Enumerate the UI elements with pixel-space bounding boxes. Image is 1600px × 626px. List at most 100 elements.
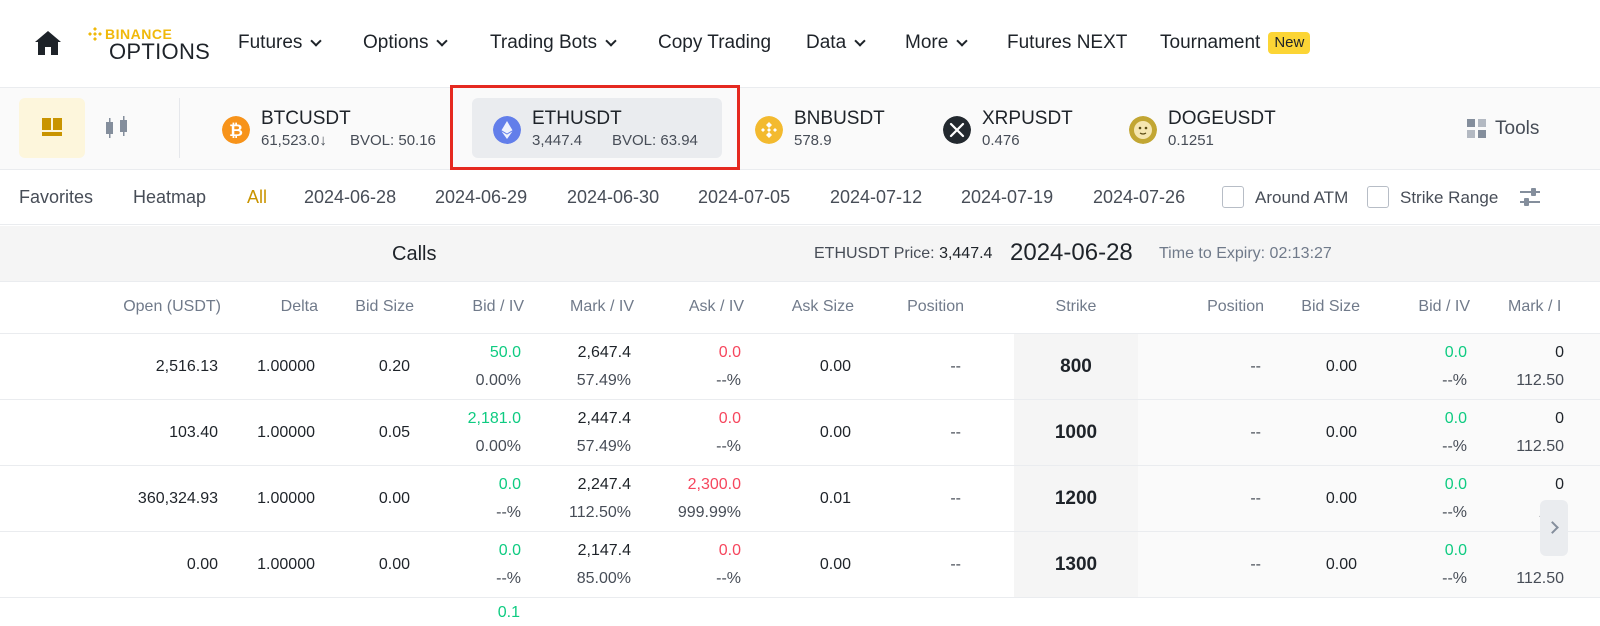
nav-futures-next[interactable]: Futures NEXT (1007, 31, 1127, 55)
option-chain-info-bar: Calls ETHUSDT Price: 3,447.4 2024-06-28 … (0, 226, 1600, 282)
cell-ask[interactable]: 0.0 (718, 542, 741, 559)
table-row[interactable]: 2,516.13 1.00000 0.20 50.0 0.00% 2,647.4 57.49… (0, 334, 1600, 400)
col-ask-size: Ask Size (791, 298, 854, 315)
cell-bid-iv: --% (496, 504, 521, 521)
pair-price-value: 61,523.0 (261, 132, 320, 149)
nav-copy-trading[interactable]: Copy Trading (658, 31, 771, 55)
pair-bvol: BVOL: 50.16 (350, 132, 436, 149)
underlying-price-value: 3,447.4 (939, 245, 993, 262)
cell-mark-iv: 112.50% (569, 504, 631, 521)
bnb-icon (755, 116, 783, 144)
pair-btcusdt[interactable]: ₿ BTCUSDT 61,523.0↓ BVOL: 50.16 (222, 88, 452, 170)
chevron-down-icon (605, 34, 617, 47)
binance-logo-icon (88, 27, 102, 41)
table-header: Open (USDT) Delta Bid Size Bid / IV Mark… (0, 282, 1600, 334)
highlight-box (450, 85, 740, 170)
nav-options[interactable]: Options (363, 31, 449, 55)
tab-expiry-date[interactable]: 2024-07-05 (698, 187, 791, 207)
layout-icon-part (53, 118, 62, 130)
svg-text:₿: ₿ (229, 121, 243, 141)
tools-button[interactable]: Tools (1467, 118, 1539, 140)
cell-bid-size: 0.00 (378, 490, 410, 507)
cell-bid-iv: 0.00% (475, 372, 521, 389)
cell-ask-size: 0.00 (819, 358, 851, 375)
table-row[interactable]: 103.40 1.00000 0.05 2,181.0 0.00% 2,447.4 57.4… (0, 400, 1600, 466)
expiry-date: 2024-06-28 (1010, 239, 1133, 266)
cell-bid[interactable]: 2,181.0 (467, 410, 521, 427)
xrp-icon (943, 116, 971, 144)
tab-expiry-date[interactable]: 2024-06-30 (567, 187, 660, 207)
cell-open: 360,324.93 (137, 490, 218, 507)
puts-side-bg (1138, 532, 1600, 597)
nav-data[interactable]: Data (806, 31, 866, 55)
col-strike: Strike (1055, 298, 1097, 315)
cell-open: 0.00 (186, 556, 218, 573)
cell-put-bid-size: 0.00 (1325, 490, 1357, 507)
cell-mark: 2,647.4 (577, 344, 631, 361)
tab-favorites[interactable]: Favorites (19, 187, 94, 207)
binance-options-logo[interactable]: BINANCE OPTIONS (88, 25, 218, 65)
tab-expiry-date[interactable]: 2024-07-19 (961, 187, 1054, 207)
cell-put-bid-size: 0.00 (1325, 424, 1357, 441)
col-put-bid-iv: Bid / IV (1418, 298, 1470, 315)
pair-symbol: ETHUSDT (532, 108, 622, 129)
cell-put-bid[interactable]: 0.0 (1444, 344, 1467, 361)
cell-put-mark-iv: 112.50 (1516, 372, 1564, 389)
cell-put-mark: 0 (1555, 344, 1564, 361)
col-ask-iv: Ask / IV (688, 298, 744, 315)
pair-selector-bar: ₿ BTCUSDT 61,523.0↓ BVOL: 50.16 ETHUSDT … (0, 88, 1600, 170)
chevron-down-icon (310, 34, 323, 47)
tab-heatmap[interactable]: Heatmap (133, 187, 207, 207)
tab-expiry-date[interactable]: 2024-07-12 (830, 187, 923, 207)
pair-bnbusdt[interactable]: BNBUSDT 578.9 (755, 88, 915, 170)
down-arrow-icon: ↓ (319, 132, 327, 149)
cell-position: -- (950, 556, 961, 573)
tab-all[interactable]: All (247, 187, 268, 207)
nav-tournament-label: Tournament (1160, 32, 1261, 53)
nav-tournament[interactable]: Tournament New (1160, 31, 1311, 55)
nav-more[interactable]: More (905, 31, 968, 55)
layout-toggle-button[interactable] (19, 98, 85, 158)
candlestick-chart-icon[interactable] (100, 110, 136, 146)
cell-put-position: -- (1250, 424, 1261, 441)
table-row[interactable]: 0.00 1.00000 0.00 0.0 --% 2,147.4 85.00% 0.0 --%… (0, 532, 1600, 598)
col-put-bid-size: Bid Size (1301, 298, 1360, 315)
cell-bid[interactable]: 0.0 (498, 542, 521, 559)
cell-put-bid[interactable]: 0.0 (1444, 542, 1467, 559)
nav-trading-bots[interactable]: Trading Bots (490, 31, 617, 55)
cell-put-bid-size: 0.00 (1325, 358, 1357, 375)
col-open: Open (USDT) (123, 298, 221, 315)
tab-expiry-date[interactable]: 2024-06-29 (435, 187, 528, 207)
nav-futures[interactable]: Futures (238, 31, 323, 55)
settings-sliders-icon[interactable] (1518, 185, 1542, 209)
cell-open: 103.40 (169, 424, 218, 441)
cell-put-bid[interactable]: 0.0 (1444, 476, 1467, 493)
grid-icon (1467, 119, 1487, 139)
cell-put-bid[interactable]: 0.0 (1444, 410, 1467, 427)
cell-open: 2,516.13 (155, 358, 218, 375)
pair-dogeusdt[interactable]: DOGEUSDT 0.1251 (1129, 88, 1289, 170)
strike-column-bg (1014, 466, 1138, 531)
pair-xrpusdt[interactable]: XRPUSDT 0.476 (943, 88, 1103, 170)
strike-range-checkbox[interactable] (1367, 186, 1389, 208)
scroll-right-button[interactable] (1540, 500, 1568, 556)
home-icon[interactable] (34, 30, 62, 56)
tab-expiry-date[interactable]: 2024-07-26 (1093, 187, 1186, 207)
chevron-down-icon (854, 34, 866, 47)
table-row[interactable]: 360,324.93 1.00000 0.00 0.0 --% 2,247.4 112.50… (0, 466, 1600, 532)
col-bid-iv: Bid / IV (472, 298, 524, 315)
pair-price: 578.9 (794, 132, 832, 149)
pair-ethusdt[interactable]: ETHUSDT 3,447.4 BVOL: 63.94 (493, 88, 723, 170)
tab-expiry-date[interactable]: 2024-06-28 (304, 187, 397, 207)
around-atm-checkbox[interactable] (1222, 186, 1244, 208)
cell-bid[interactable]: 0.0 (498, 476, 521, 493)
cell-ask[interactable]: 2,300.0 (687, 476, 741, 493)
cell-strike: 1000 (1054, 422, 1098, 443)
grid-cell (1467, 130, 1475, 138)
cell-bid[interactable]: 50.0 (489, 344, 521, 361)
cell-ask[interactable]: 0.0 (718, 344, 741, 361)
cell-put-mark-iv: 112.50 (1516, 570, 1564, 587)
cell-put-mark: 0 (1555, 476, 1564, 493)
cell-ask[interactable]: 0.0 (718, 410, 741, 427)
nav-trading-bots-label: Trading Bots (490, 32, 598, 53)
